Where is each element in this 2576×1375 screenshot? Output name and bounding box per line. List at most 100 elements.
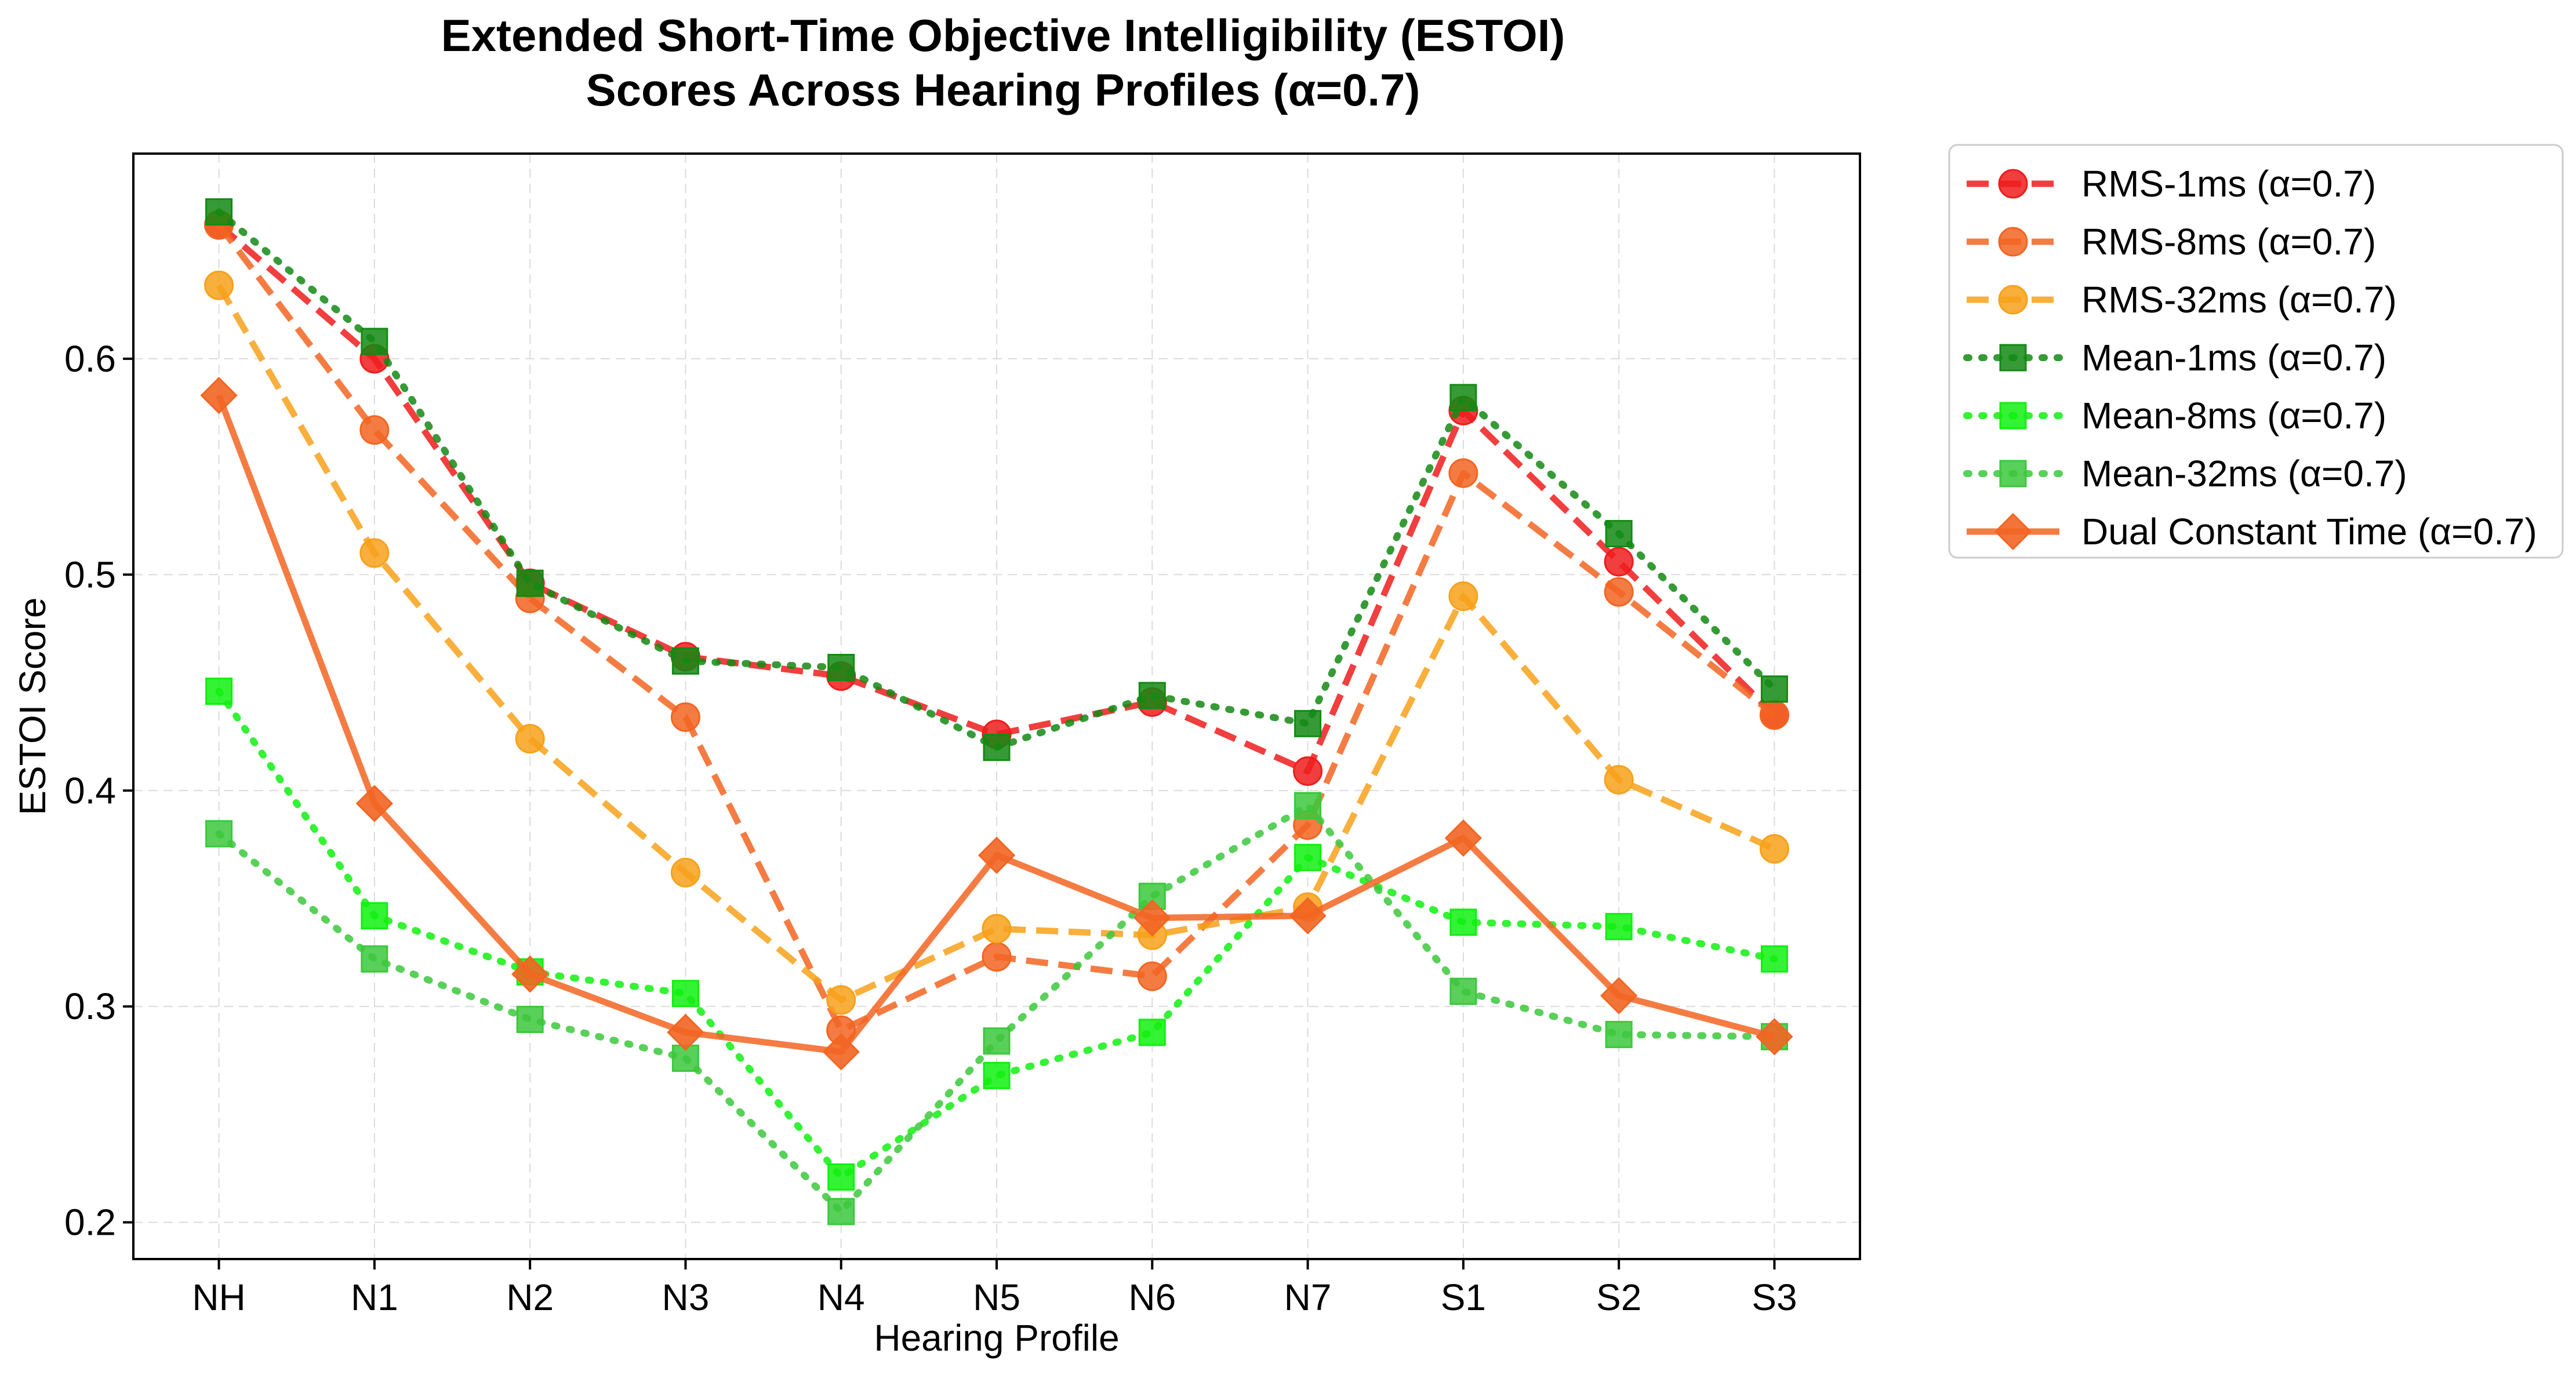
data-point xyxy=(670,857,700,887)
data-point xyxy=(1449,384,1477,412)
legend: RMS-1ms (α=0.7) RMS-8ms (α=0.7) RMS-32ms (… xyxy=(1948,144,2564,559)
data-point xyxy=(1604,577,1634,607)
legend-marker xyxy=(1998,169,2028,199)
chart-title-line-1: Extended Short-Time Objective Intelligib… xyxy=(441,10,1565,61)
legend-entry-label: RMS-8ms (α=0.7) xyxy=(2081,221,2376,263)
data-point xyxy=(200,377,238,414)
grid-lines xyxy=(133,154,1860,1259)
data-point xyxy=(983,733,1011,761)
data-point xyxy=(1605,1021,1633,1049)
y-tick-label: 0.4 xyxy=(64,770,116,812)
data-point xyxy=(1604,765,1634,795)
data-point xyxy=(1138,1018,1166,1046)
legend-entry-label: Mean-1ms (α=0.7) xyxy=(2081,337,2386,379)
x-axis-label: Hearing Profile xyxy=(874,1317,1119,1359)
y-tick-label: 0.3 xyxy=(64,985,116,1027)
data-point xyxy=(822,1033,860,1071)
data-point xyxy=(361,328,388,355)
data-point xyxy=(1448,581,1478,612)
data-point xyxy=(361,945,388,973)
axis-ticks: NH N1 N2 N3 N4 N5 N6 N7 S1 S2 S3 0.2 0.3 0.4 0.5 0.6 xyxy=(64,338,1797,1318)
data-point xyxy=(1600,977,1638,1014)
data-point xyxy=(1449,908,1477,936)
x-tick-label: N2 xyxy=(506,1276,554,1318)
data-point xyxy=(827,1198,855,1225)
data-point xyxy=(361,902,388,930)
data-point xyxy=(671,647,699,675)
y-axis-label: ESTOI Score xyxy=(12,598,53,816)
legend-marker xyxy=(1998,227,2028,257)
data-point xyxy=(205,677,233,705)
data-point xyxy=(983,1061,1011,1089)
chart-title-line-2: Scores Across Hearing Profiles (α=0.7) xyxy=(586,64,1420,115)
legend-entry-label: Mean-8ms (α=0.7) xyxy=(2081,395,2386,436)
legend-entry-label: RMS-1ms (α=0.7) xyxy=(2081,163,2376,205)
series-layer xyxy=(200,198,1793,1225)
data-point xyxy=(1294,792,1322,820)
data-point xyxy=(982,914,1012,944)
data-point xyxy=(667,1013,704,1052)
data-point xyxy=(1756,1018,1793,1056)
legend-frame xyxy=(1948,144,2564,559)
data-point xyxy=(1604,547,1634,577)
data-point xyxy=(511,955,549,993)
x-tick-label: S1 xyxy=(1441,1276,1486,1318)
data-point xyxy=(1759,700,1789,730)
data-point xyxy=(516,1006,544,1034)
x-tick-label: N3 xyxy=(662,1276,710,1318)
data-point xyxy=(204,270,234,300)
data-point xyxy=(359,538,390,568)
series-6 xyxy=(200,377,1793,1071)
data-point xyxy=(1444,819,1482,857)
data-point xyxy=(515,723,545,754)
data-point xyxy=(1294,843,1322,871)
legend-marker xyxy=(1999,344,2027,372)
legend-entry-label: RMS-32ms (α=0.7) xyxy=(2081,279,2397,321)
data-point xyxy=(359,415,390,445)
x-tick-label: S2 xyxy=(1596,1276,1641,1318)
legend-entry-label: Dual Constant Time (α=0.7) xyxy=(2081,511,2537,552)
data-point xyxy=(827,653,855,681)
x-tick-label: N7 xyxy=(1284,1276,1332,1318)
data-point xyxy=(826,985,856,1015)
data-point xyxy=(1289,897,1327,934)
series-4 xyxy=(205,677,1788,1191)
data-point xyxy=(205,198,233,226)
data-point xyxy=(1138,682,1166,710)
y-tick-label: 0.2 xyxy=(64,1202,116,1243)
data-point xyxy=(827,1163,855,1191)
legend-marker xyxy=(1998,285,2028,315)
series-line xyxy=(216,283,1776,1003)
legend-marker xyxy=(1994,512,2032,551)
data-point xyxy=(516,569,544,597)
x-tick-label: N4 xyxy=(818,1276,865,1318)
data-point xyxy=(355,784,393,823)
data-point xyxy=(1605,912,1633,940)
data-point xyxy=(1448,458,1478,488)
data-point xyxy=(1605,520,1633,548)
data-point xyxy=(1760,945,1788,973)
data-point xyxy=(1293,756,1323,786)
legend-entry-label: Mean-32ms (α=0.7) xyxy=(2081,453,2407,494)
data-point xyxy=(670,702,700,732)
data-point xyxy=(1137,961,1167,991)
data-point xyxy=(1133,899,1171,937)
data-point xyxy=(671,980,699,1007)
data-point xyxy=(205,820,233,847)
y-tick-label: 0.5 xyxy=(64,554,116,595)
data-point xyxy=(1449,977,1477,1005)
y-tick-label: 0.6 xyxy=(64,338,116,380)
x-tick-label: S3 xyxy=(1752,1276,1797,1318)
data-point xyxy=(982,942,1012,972)
data-point xyxy=(983,1027,1011,1055)
data-point xyxy=(1294,710,1322,737)
chart-title: Extended Short-Time Objective Intelligib… xyxy=(441,10,1565,115)
data-point xyxy=(1760,675,1788,703)
data-point xyxy=(1759,834,1789,864)
data-point xyxy=(671,1045,699,1072)
series-3 xyxy=(205,198,1788,761)
x-tick-label: N5 xyxy=(973,1276,1020,1318)
series-line xyxy=(216,222,1777,774)
legend-marker xyxy=(1999,402,2027,430)
